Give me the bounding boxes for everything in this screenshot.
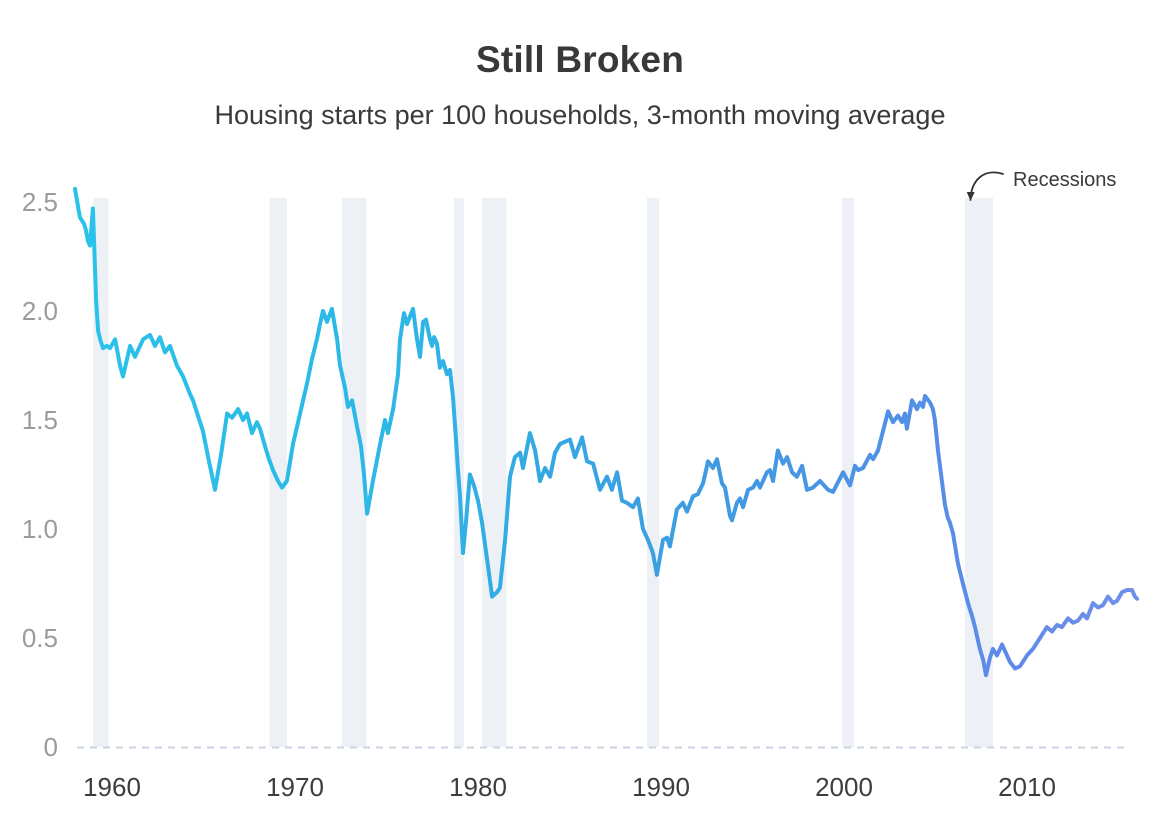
annotation-arrow-icon [966,171,1004,201]
recession-band [269,198,287,747]
recessions-annotation: Recessions [966,169,1116,201]
recession-band [842,198,855,747]
y-axis-tick-label: 2.5 [22,187,58,217]
x-axis-tick-label: 1960 [83,772,141,802]
y-axis-labels: 0 0.5 1.0 1.5 2.0 2.5 [22,187,58,762]
y-axis-tick-label: 2.0 [22,296,58,326]
recession-band [93,198,109,747]
annotation-label: Recessions [1013,169,1116,191]
x-axis-tick-label: 1980 [449,772,507,802]
y-axis-tick-label: 1.5 [22,405,58,435]
x-axis-tick-label: 1970 [266,772,324,802]
chart-title: Still Broken [476,39,684,80]
housing-starts-line [73,186,1139,678]
recession-band [646,198,660,747]
recession-band [964,198,994,747]
y-axis-tick-label: 0 [44,732,58,762]
x-axis-tick-label: 2000 [815,772,873,802]
x-axis-labels: 1960 1970 1980 1990 2000 2010 [83,772,1056,802]
y-axis-tick-label: 0.5 [22,623,58,653]
y-axis-tick-label: 1.0 [22,514,58,544]
recession-band [482,198,507,747]
x-axis-tick-label: 1990 [632,772,690,802]
x-axis-tick-label: 2010 [998,772,1056,802]
chart-subtitle: Housing starts per 100 households, 3-mon… [214,100,946,130]
